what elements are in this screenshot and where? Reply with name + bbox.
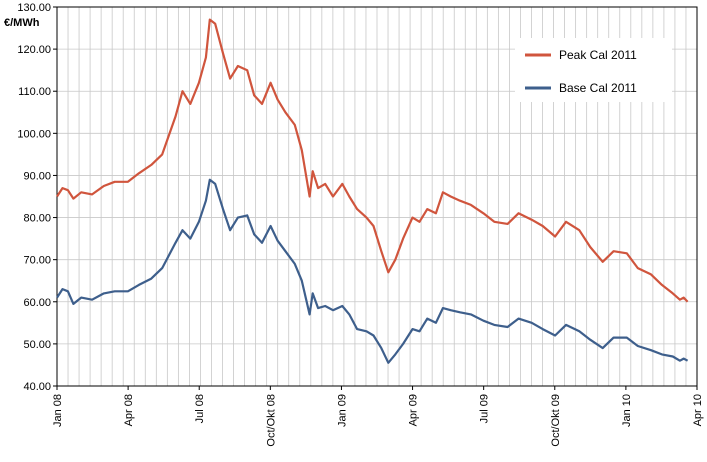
y-tick-label: 70.00 — [23, 255, 51, 267]
series-line-base-cal-2011 — [56, 178, 689, 364]
x-tick-label: Jan 08 — [52, 394, 64, 427]
legend: Peak Cal 2011 Base Cal 2011 — [515, 38, 672, 102]
y-axis-label: €/MWh — [4, 17, 40, 29]
x-axis-ticks: Jan 08 Apr 08 Jul 08 Oct/Okt 08 Jan 09 Apr 09… — [52, 386, 704, 447]
x-tick-label: Jan 10 — [621, 394, 633, 427]
y-tick-label: 120.00 — [17, 44, 51, 56]
x-tick-label: Jan 09 — [336, 394, 348, 427]
x-tick-label: Apr 09 — [408, 394, 420, 426]
x-tick-label: Oct/Okt 08 — [265, 394, 277, 447]
x-tick-label: Apr 08 — [123, 394, 135, 426]
x-tick-label: Jul 08 — [194, 394, 206, 423]
y-tick-label: 60.00 — [23, 297, 51, 309]
y-tick-label: 130.00 — [17, 2, 51, 14]
y-tick-label: 110.00 — [18, 86, 51, 98]
y-tick-label: 100.00 — [17, 128, 51, 140]
y-tick-label: 80.00 — [23, 213, 51, 225]
legend-label: Peak Cal 2011 — [559, 48, 637, 62]
y-axis-ticks: 130.00 120.00 110.00 100.00 90.00 80.00 70.00 6… — [17, 2, 57, 393]
x-tick-label: Oct/Okt 09 — [550, 394, 562, 447]
x-tick-label: Jul 09 — [479, 394, 491, 423]
series-line-peak-cal-2011 — [56, 18, 689, 303]
y-tick-label: 50.00 — [23, 339, 51, 351]
y-tick-label: 40.00 — [23, 381, 51, 393]
legend-items: Peak Cal 2011 Base Cal 2011 — [525, 48, 637, 95]
series — [56, 18, 689, 364]
x-tick-label: Apr 10 — [692, 394, 704, 426]
legend-label: Base Cal 2011 — [559, 81, 637, 95]
legend-box — [515, 38, 672, 102]
y-tick-label: 90.00 — [23, 170, 51, 182]
